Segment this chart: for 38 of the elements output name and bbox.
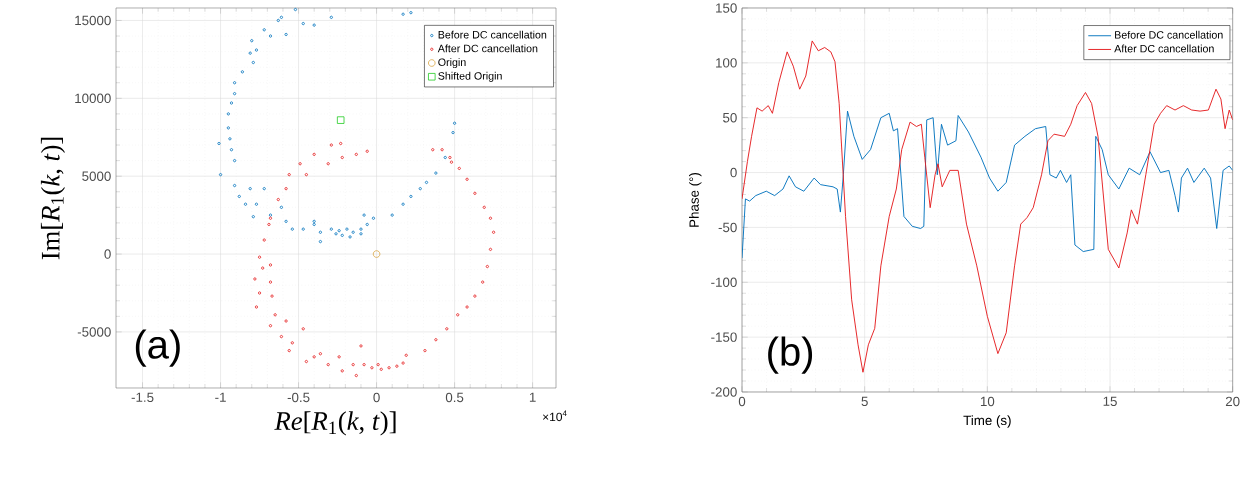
legend-label: Before DC cancellation [1115, 30, 1223, 39]
y-tick-label: -200 [711, 387, 737, 397]
y-tick-label: -5000 [77, 327, 111, 337]
y-tick-label: 0 [730, 167, 737, 178]
y-tick-label: 10000 [75, 93, 111, 104]
x-tick-label: 5 [861, 396, 868, 406]
x-tick-label: 20 [1225, 396, 1240, 407]
x-tick-label: 0.5 [445, 392, 464, 403]
legend-label: Shifted Origin [438, 71, 502, 82]
legend-label: After DC cancellation [1114, 44, 1214, 53]
x-tick-label: -1 [215, 392, 226, 402]
x-tick-label: 10 [980, 396, 995, 407]
line-series [742, 40, 1233, 373]
text: Re[R$_{1}$(k, t)] [274, 411, 396, 436]
x-tick-label: -1.5 [131, 392, 154, 402]
x-tick-label: 0 [738, 396, 746, 407]
y-tick-label: 0 [104, 249, 111, 259]
y-axis-title: Phase (°) [689, 172, 702, 227]
legend-label: Origin [438, 58, 466, 69]
x-tick-label: 0 [373, 392, 380, 403]
legend-label: Before DC cancellation [438, 30, 547, 39]
x-tick-label: 15 [1103, 396, 1117, 406]
annotation: (b) [768, 336, 813, 374]
x-tick-label: -0.5 [287, 392, 310, 403]
y-tick-label: 50 [723, 112, 737, 123]
x-tick-label: 1 [529, 392, 536, 402]
y-tick-label: -50 [718, 222, 737, 233]
y-tick-label: 100 [716, 58, 737, 68]
x-axis-title: Time (s) [963, 415, 1011, 428]
y-tick-label: 5000 [82, 171, 111, 181]
y-axis-title: Im[R$_{1}$(k, t)] [40, 137, 66, 260]
annotation: (a) [135, 329, 180, 367]
y-tick-label: 15000 [75, 15, 111, 26]
y-tick-label: -150 [711, 332, 737, 342]
y-tick-label: -100 [711, 277, 737, 287]
y-tick-label: 150 [716, 3, 737, 13]
legend-label: After DC cancellation [437, 44, 538, 53]
text: ×10$^{4}$ [542, 410, 567, 422]
